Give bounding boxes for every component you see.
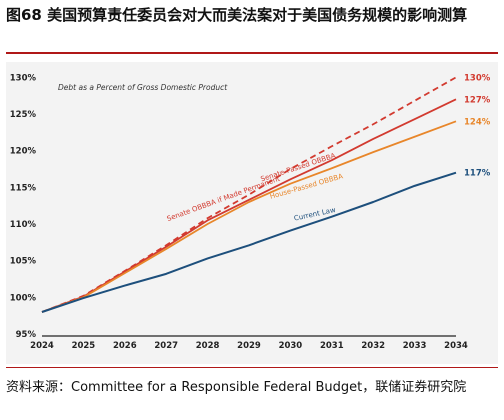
y-tick-label: 115% [10,183,37,193]
end-value-label: 127% [464,95,491,105]
chart-title: Debt as a Percent of Gross Domestic Prod… [58,83,228,92]
y-tick-label: 105% [10,257,37,267]
end-value-label: 124% [464,117,491,127]
series-line [41,120,457,313]
chart-panel: Debt as a Percent of Gross Domestic Prod… [6,62,498,364]
x-tick-label: 2031 [320,341,344,351]
x-tick-label: 2025 [72,341,96,351]
series-name-label: Current Law [293,206,336,223]
x-tick-label: 2034 [444,341,468,351]
x-tick-label: 2030 [279,341,303,351]
x-tick-label: 2027 [154,341,178,351]
series-line [41,171,457,313]
x-tick-label: 2024 [30,341,54,351]
y-tick-label: 100% [10,293,37,303]
title-divider [6,52,498,54]
y-tick-label: 110% [10,220,37,230]
y-tick-label: 95% [16,330,37,340]
series-line [41,98,457,313]
x-tick-label: 2029 [237,341,261,351]
source-note: 资料来源：Committee for a Responsible Federal… [6,380,467,395]
debt-gdp-line-chart: Debt as a Percent of Gross Domestic Prod… [10,73,491,351]
figure-title: 图68 美国预算责任委员会对大而美法案对于美国债务规模的影响测算 [6,6,468,24]
y-tick-label: 125% [10,110,37,120]
y-tick-label: 130% [10,73,37,83]
x-tick-label: 2026 [113,341,137,351]
end-value-label: 130% [464,73,491,83]
x-tick-label: 2032 [361,341,385,351]
bottom-divider [6,367,498,368]
end-value-label: 117% [464,169,491,179]
x-tick-label: 2028 [196,341,220,351]
x-tick-label: 2033 [403,341,427,351]
y-tick-label: 120% [10,147,37,157]
